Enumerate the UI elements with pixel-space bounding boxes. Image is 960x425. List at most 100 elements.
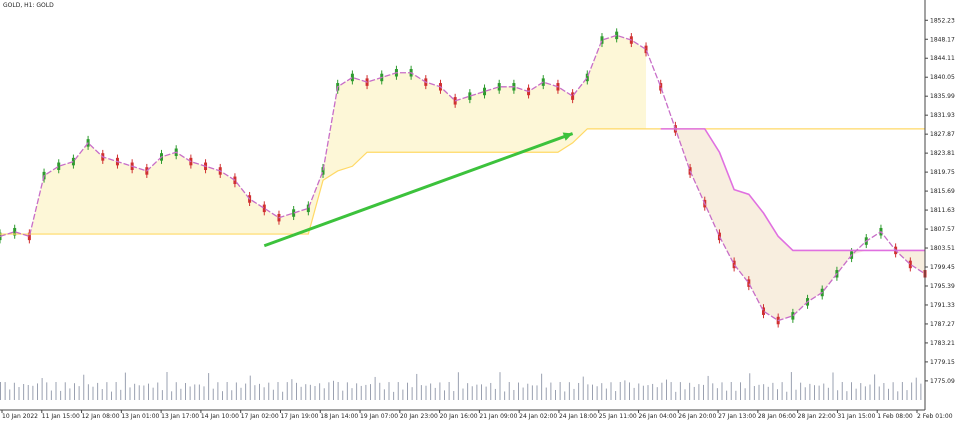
volume-bar [855,388,857,400]
volume-bar [864,386,866,400]
volume-bar [883,383,885,400]
volume-bar [240,387,242,400]
volume-bar [286,382,288,400]
volume-bar [559,382,561,400]
x-tick-label: 14 Jan 10:00 [201,413,239,420]
x-tick-label: 20 Jan 16:00 [440,413,478,420]
candle-body [468,92,472,100]
candle-body [13,227,17,236]
volume-bar [911,382,913,400]
volume-bar [832,372,834,400]
volume-bar [152,387,154,400]
volume-bar [64,382,66,400]
volume-bar [605,388,607,400]
x-tick-label: 18 Jan 14:00 [320,413,358,420]
volume-bar [411,387,413,400]
volume-bar [360,385,362,400]
price-series-line [0,34,926,322]
x-tick-label: 24 Jan 02:00 [519,413,557,420]
volume-bar [226,382,228,400]
volume-bar [661,382,663,400]
volume-bar [208,373,210,400]
volume-bar [513,389,515,400]
candle-body [908,260,912,269]
volume-bar [860,383,862,400]
volume-bar [679,382,681,400]
volume-bar [231,390,233,400]
volume-bar [37,383,38,400]
volume-bar [46,382,48,400]
volume-bar [619,382,621,400]
y-tick-label: 1852.23 [930,17,955,24]
volume-bar [60,390,62,400]
volume-bar [841,382,843,400]
y-tick-label: 1815.69 [930,188,955,195]
volume-bar [18,387,20,400]
volume-bar [582,376,584,400]
x-tick-label: 1 Feb 08:00 [877,413,913,420]
volume-bar [633,387,635,400]
x-tick-label: 10 Jan 2022 [2,413,38,420]
volume-bar [148,383,149,400]
volume-bar [629,382,630,400]
volume-bar [305,384,307,400]
volume-bar [351,388,353,400]
volume-bar [610,382,612,400]
volume-bar [328,382,330,400]
volume-bar [744,388,746,400]
x-tick-label: 12 Jan 08:00 [82,413,120,420]
volume-bar [453,391,455,400]
candle-body [483,87,487,96]
candle-body [321,167,325,175]
volume-bar [869,384,871,400]
volume-bar [531,385,533,400]
volume-bar [800,382,802,400]
x-tick-label: 27 Jan 13:00 [718,413,756,420]
trend-arrow-head [562,132,573,141]
volume-bar [767,386,769,400]
volume-bar [615,391,617,400]
volume-bar [222,391,223,400]
volume-bar [638,383,640,400]
candle-body [791,312,795,320]
volume-bar [504,391,506,400]
volume-bar [157,382,159,400]
candle-body [747,279,751,287]
volume-bar [564,391,566,400]
candle-body [644,45,648,54]
x-tick-label: 26 Jan 04:00 [639,413,677,420]
x-tick-label: 13 Jan 01:00 [121,413,159,420]
volume-bar [32,385,34,400]
volume-bar [300,386,302,400]
volume-bar [333,380,334,400]
y-tick-label: 1831.93 [930,112,955,119]
volume-bar [425,385,427,400]
volume-bar [814,385,815,400]
candle-body [497,83,501,91]
volume-bar [346,382,348,400]
candle-body [27,232,31,241]
volume-bar [481,384,482,400]
volume-bar [388,382,390,400]
x-tick-label: 20 Jan 23:00 [400,413,438,420]
volume-bar [892,382,894,400]
volume-bar [795,389,797,400]
candle-body [717,232,721,241]
volume-bar [837,390,839,400]
volume-bar [462,388,464,400]
volume-bar [448,382,450,400]
volume-bar [596,386,598,400]
volume-bar [41,378,43,400]
x-tick-label: 25 Jan 11:00 [599,413,637,420]
y-tick-label: 1803.51 [930,245,955,252]
volume-bar [143,385,145,400]
volume-bar [27,385,29,400]
y-tick-label: 1823.81 [930,150,955,157]
volume-bar [434,387,436,400]
volume-bar [846,391,848,400]
x-tick-label: 19 Jan 07:00 [360,413,398,420]
volume-bar [444,390,445,400]
volume-bar [407,382,408,400]
volume-bar [494,388,496,400]
